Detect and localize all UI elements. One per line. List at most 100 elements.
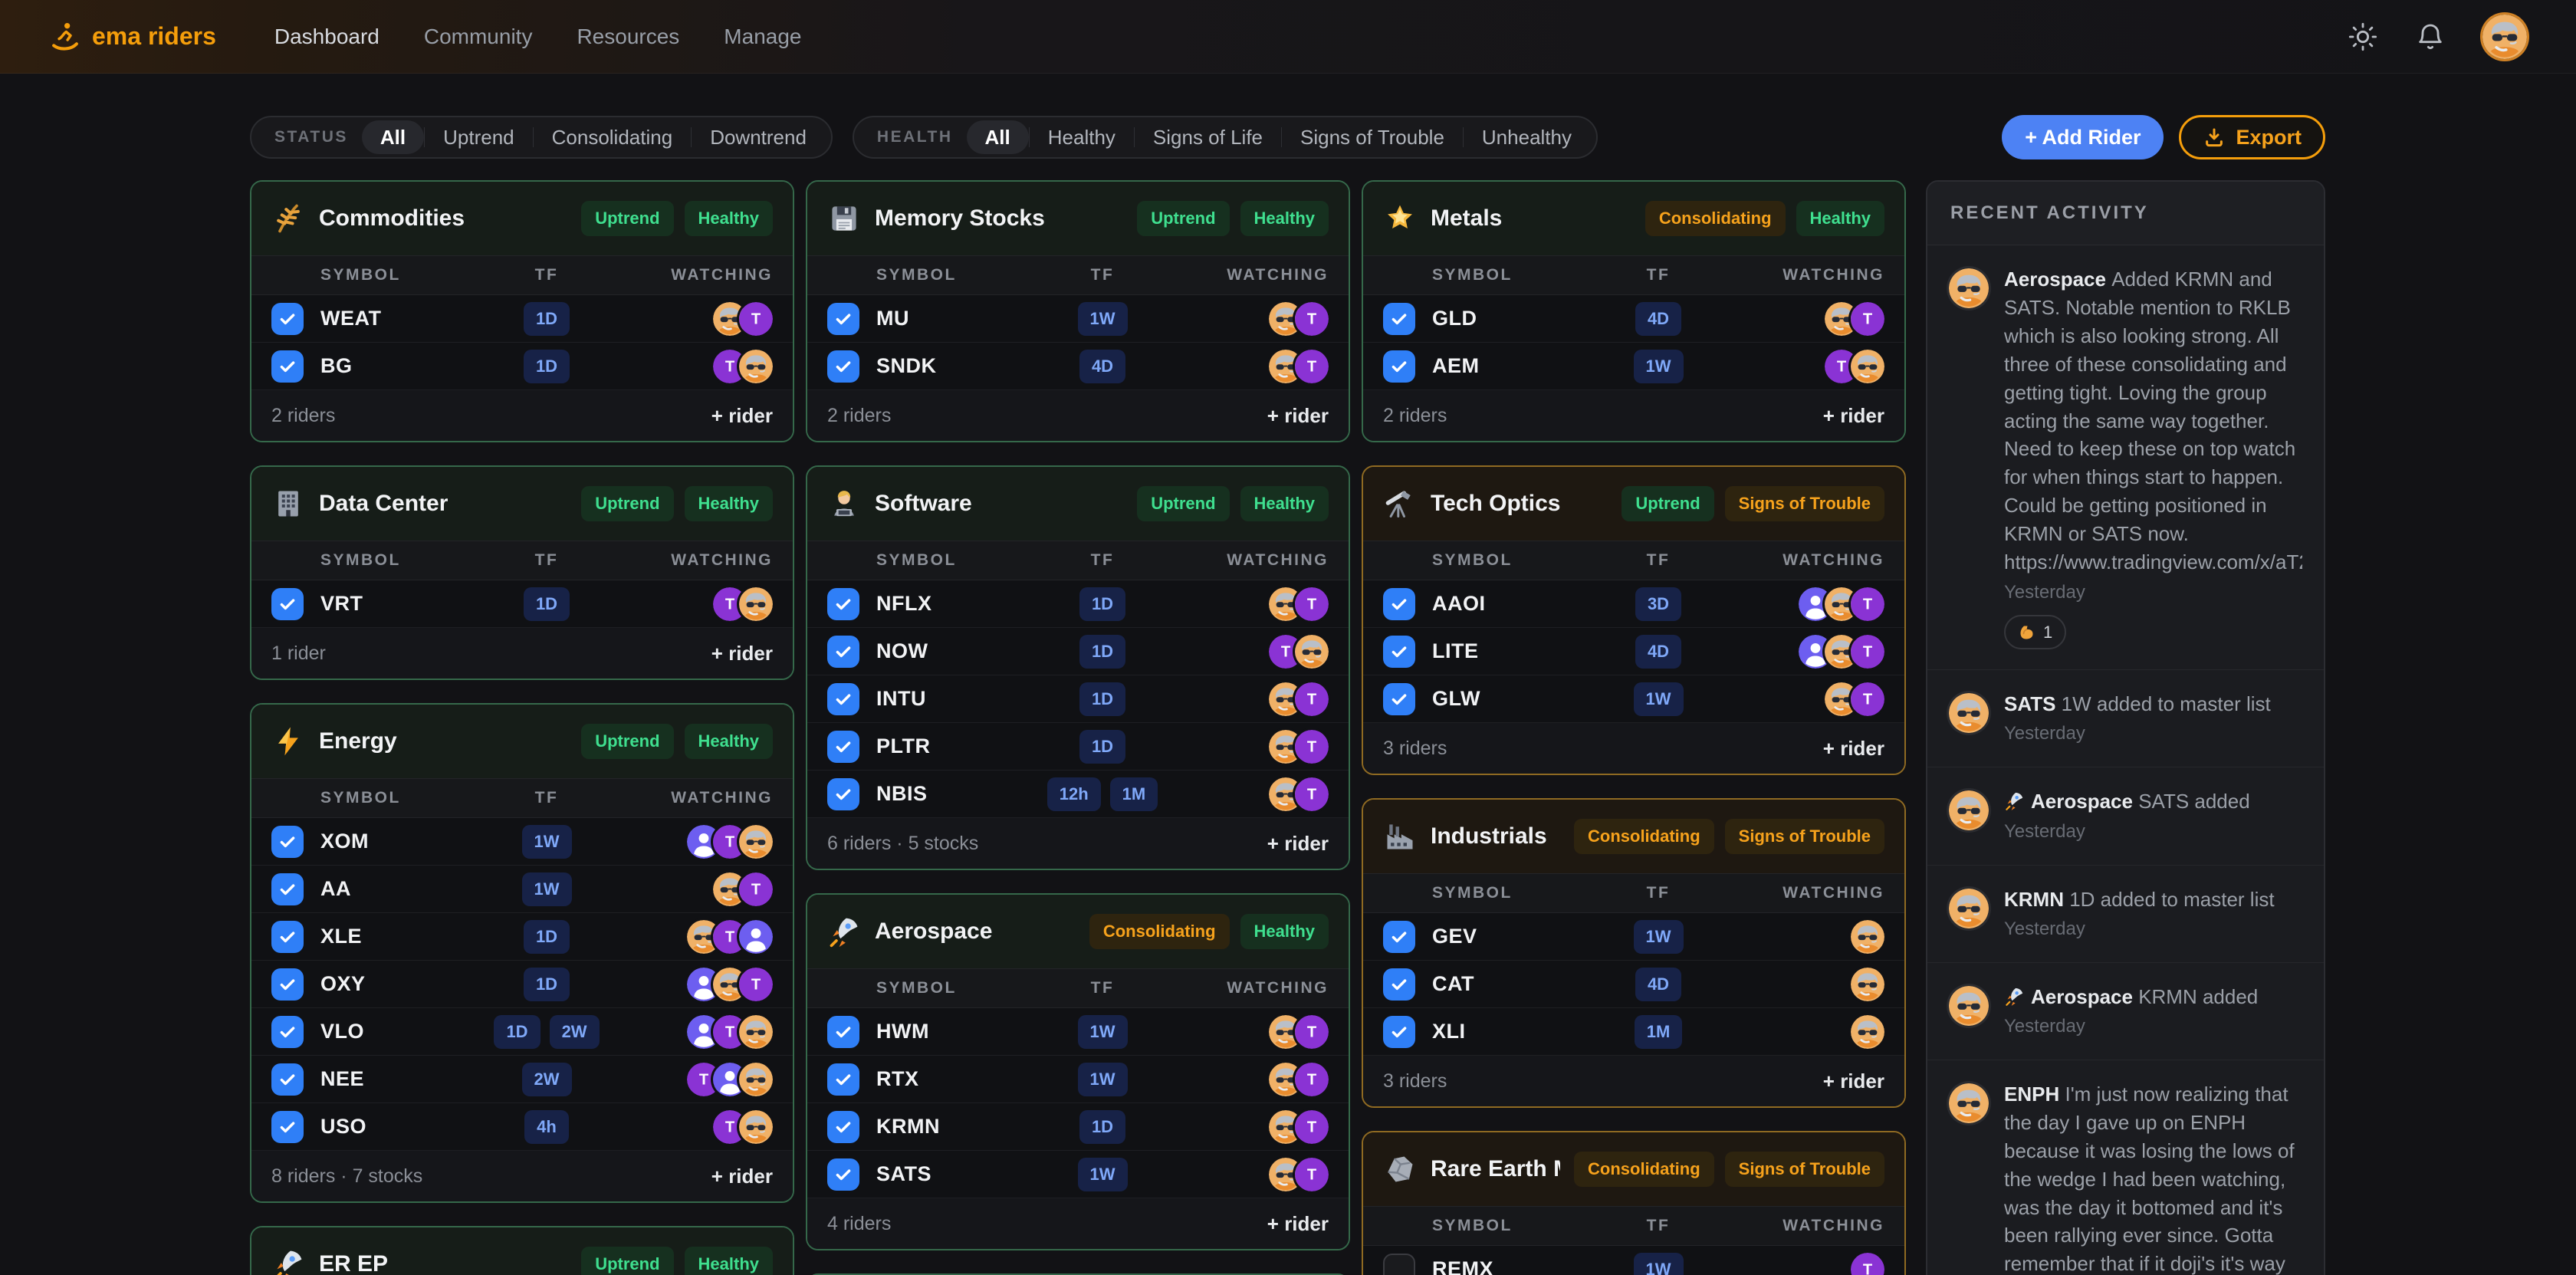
timeframe-badge: 3D [1635, 587, 1682, 621]
card-title: Data Center [319, 491, 449, 516]
add-rider-row-button[interactable]: + rider [1822, 403, 1884, 427]
watch-checkbox[interactable] [827, 730, 859, 763]
health-filter-option-unhealthy[interactable]: Unhealthy [1481, 125, 1572, 149]
reaction-pill[interactable]: 1 [2004, 615, 2067, 650]
tradingview-link[interactable]: https://www.tradingview.com/x/aT22UdWF [2004, 550, 2302, 574]
watch-checkbox[interactable] [271, 968, 304, 1001]
watch-checkbox[interactable] [1383, 350, 1415, 383]
nav-link-community[interactable]: Community [423, 24, 533, 48]
nav-link-dashboard[interactable]: Dashboard [274, 24, 380, 48]
user-avatar[interactable] [2482, 14, 2527, 59]
category-card-data-center: Data Center Uptrend Healthy SYMBOL TF WATCHIN… [250, 465, 794, 680]
watch-checkbox[interactable] [1383, 920, 1415, 953]
watch-checkbox[interactable] [827, 1063, 859, 1096]
recent-activity-panel[interactable]: RECENT ACTIVITY Aerospace Added KRMN and… [1926, 180, 2325, 1275]
add-rider-row-button[interactable]: + rider [1267, 1211, 1329, 1235]
watch-checkbox[interactable] [827, 587, 859, 620]
status-filter-option-consolidating[interactable]: Consolidating [551, 125, 673, 149]
filter-divider [1133, 127, 1135, 147]
watch-checkbox[interactable] [1383, 635, 1415, 668]
watch-checkbox[interactable] [271, 1063, 304, 1096]
card-badges: Uptrend Signs of Trouble [1622, 486, 1884, 521]
symbol-label: GLW [1432, 687, 1480, 710]
status-badge-healthy: Healthy [1240, 486, 1329, 521]
watch-checkbox[interactable] [271, 872, 304, 905]
filter-divider [1028, 127, 1030, 147]
top-nav: ema riders Dashboard Community Resources Ma… [0, 0, 2576, 74]
watch-checkbox[interactable] [827, 1110, 859, 1143]
watch-checkbox[interactable] [827, 302, 859, 335]
watch-checkbox[interactable] [271, 1110, 304, 1143]
export-button[interactable]: Export [2179, 115, 2325, 159]
add-rider-row-button[interactable]: + rider [1267, 831, 1329, 855]
add-rider-row-button[interactable]: + rider [1822, 736, 1884, 760]
watch-checkbox[interactable] [271, 1015, 304, 1048]
watch-checkbox[interactable] [827, 1158, 859, 1191]
status-badge-healthy: Healthy [684, 724, 773, 759]
table-header: SYMBOL TF WATCHING [1363, 873, 1904, 913]
watch-checkbox[interactable] [827, 635, 859, 668]
activity-body: Aerospace Added KRMN and SATS. Notable m… [2004, 265, 2302, 650]
watch-checkbox[interactable] [1383, 587, 1415, 620]
timeframe-badge: 1W [1077, 1157, 1128, 1191]
watch-checkbox[interactable] [271, 587, 304, 620]
add-rider-row-button[interactable]: + rider [711, 1164, 773, 1188]
nav-link-resources[interactable]: Resources [577, 24, 680, 48]
watch-checkbox[interactable] [827, 1015, 859, 1048]
watch-checkbox[interactable] [271, 350, 304, 383]
notifications-bell-icon[interactable] [2415, 21, 2446, 52]
app-logo[interactable]: ema riders [49, 21, 216, 53]
rock-icon [1383, 1152, 1417, 1186]
svg-text:T: T [1863, 596, 1873, 613]
add-rider-button[interactable]: + Add Rider [2002, 115, 2164, 159]
timeframe-cell: 1W [458, 824, 635, 859]
health-filter-option-healthy[interactable]: Healthy [1047, 125, 1116, 149]
column-header-tf: TF [1090, 979, 1115, 997]
watch-checkbox[interactable] [1383, 682, 1415, 715]
toolbar: STATUS All Uptrend Consolidating Downtrend HE… [250, 115, 2325, 159]
status-filter-option-downtrend[interactable]: Downtrend [710, 125, 807, 149]
status-filter-option-all[interactable]: All [361, 120, 425, 154]
watcher-avatar-t-icon: T [1295, 682, 1329, 716]
watch-checkbox[interactable] [827, 350, 859, 383]
health-filter-option-signs-of-life[interactable]: Signs of Life [1152, 125, 1263, 149]
activity-body: SATS 1W added to master list Yesterday [2004, 690, 2302, 747]
health-filter-option-all[interactable]: All [966, 120, 1029, 154]
timeframe-badge: 1W [521, 872, 572, 906]
add-rider-row-button[interactable]: + rider [1822, 1069, 1884, 1093]
table-header: SYMBOL TF WATCHING [807, 968, 1349, 1008]
add-rider-row-button[interactable]: + rider [1267, 403, 1329, 427]
watch-checkbox[interactable] [271, 825, 304, 858]
symbol-label: GLD [1432, 307, 1477, 330]
health-filter-option-signs-of-trouble[interactable]: Signs of Trouble [1300, 125, 1444, 149]
watch-checkbox[interactable] [1383, 302, 1415, 335]
nav-link-manage[interactable]: Manage [724, 24, 802, 48]
symbol-row-glw: GLW 1W T [1363, 675, 1904, 723]
theme-toggle-sun-icon[interactable] [2348, 21, 2378, 52]
watch-checkbox[interactable] [1383, 1015, 1415, 1048]
timeframe-badge: 4h [524, 1109, 569, 1144]
column-header-symbol: SYMBOL [320, 789, 401, 807]
status-filter-option-uptrend[interactable]: Uptrend [443, 125, 514, 149]
symbol-label: XLE [320, 925, 363, 948]
watch-checkbox[interactable] [827, 682, 859, 715]
symbol-row-xom: XOM 1W T [251, 818, 793, 866]
symbol-row-aa: AA 1W T [251, 866, 793, 913]
timeframe-cell: 4D [1570, 967, 1746, 1001]
status-badge-uptrend: Uptrend [581, 486, 674, 521]
watcher-avatar-t-icon: T [687, 1062, 721, 1096]
watch-checkbox[interactable] [827, 777, 859, 810]
watch-checkbox[interactable] [271, 302, 304, 335]
add-rider-row-button[interactable]: + rider [711, 403, 773, 427]
column-header-watching: WATCHING [1783, 266, 1884, 284]
table-header: SYMBOL TF WATCHING [1363, 1206, 1904, 1246]
watch-checkbox[interactable] [1383, 1253, 1415, 1275]
category-card-energy: Energy Uptrend Healthy SYMBOL TF WATCHING XOM 1… [250, 703, 794, 1203]
add-rider-row-button[interactable]: + rider [711, 641, 773, 665]
timeframe-cell: 4D [1570, 301, 1746, 336]
watch-checkbox[interactable] [271, 920, 304, 953]
symbol-row-hwm: HWM 1W T [807, 1008, 1349, 1056]
watch-checkbox[interactable] [1383, 968, 1415, 1001]
symbol-label: SATS [876, 1162, 932, 1185]
wheat-icon [271, 202, 305, 235]
